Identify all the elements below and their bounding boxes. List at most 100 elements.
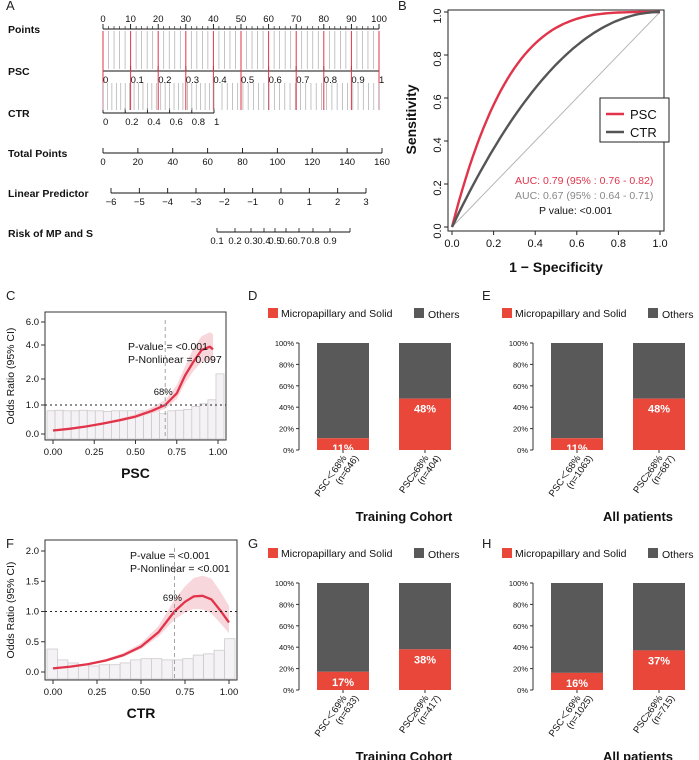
spline-histogram-bar [171,659,184,680]
panel-letter-b: B [398,0,407,13]
stacked-bar-value-label: 38% [414,654,436,666]
stacked-bar-others [399,343,451,399]
nomogram-label-psc: PSC [8,66,30,78]
nomogram-tick-label: 0.2 [228,236,241,247]
bar-panel-title-h: All patients [603,749,673,760]
nomogram-tick-label: 70 [291,14,302,25]
nomogram-tick-label: 0.9 [351,75,364,86]
roc-curve-ctr [450,10,661,228]
stacked-bar-value-label: 11% [332,443,354,455]
spline-y-tick-label: 0.5 [26,637,39,648]
roc-y-tick-label: 1.0 [432,8,444,23]
nomogram-tick-label: 0.9 [323,236,336,247]
bar-legend-swatch-others-d [414,308,424,318]
bar-y-tick-label: 80% [279,600,294,609]
roc-x-tick-label: 0.4 [528,238,543,250]
spline-p-value-f: P-value = <0.001 [130,550,210,562]
bar-y-tick-label: 0% [517,446,528,455]
spline-histogram-bar [54,409,64,440]
stacked-bar-others [633,583,685,651]
bar-legend-label-others-h: Others [662,549,694,561]
spline-histogram-bar [167,410,177,440]
spline-x-tick-label: 0.75 [168,447,187,458]
nomogram-tick-label: 0.2 [125,117,138,128]
nomogram-tick-label: 0.3 [186,75,199,86]
roc-x-tick-label: 0.6 [569,238,584,250]
bar-legend-swatch-mps-g [268,548,278,558]
nomogram-tick-label: 0.7 [296,75,309,86]
roc-auc-ctr-annotation: AUC: 0.67 (95% : 0.64 - 0.71) [515,190,653,202]
nomogram-tick-label: 2 [335,197,340,208]
nomogram-tick-label: 80 [319,14,330,25]
nomogram-tick-label: 30 [181,14,192,25]
spline-histogram-bar [119,410,128,440]
nomogram-tick-label: 0.4 [147,117,160,128]
spline-histogram-bar [46,648,58,680]
roc-p-value-annotation: P value: <0.001 [539,205,612,217]
spline-histogram-bar [151,658,163,680]
nomogram-tick-label: 50 [236,14,247,25]
bar-y-tick-label: 60% [513,622,528,631]
roc-x-tick-label: 0.0 [444,238,459,250]
bar-y-tick-label: 0% [283,446,294,455]
bar-legend-label-others-g: Others [428,549,460,561]
nomogram-label-ctr: CTR [8,108,30,120]
nomogram-tick-label: 0.7 [292,236,305,247]
stacked-bar-mps [317,671,369,690]
nomogram-tick-label: 1 [214,117,219,128]
nomogram-tick-label: −5 [134,197,145,208]
nomogram-tick-label: 60 [202,157,213,168]
nomogram-tick-label: 20 [133,157,144,168]
roc-y-tick-label: 0.6 [432,94,444,109]
nomogram-label-risk-of-mp-and-s: Risk of MP and S [8,228,93,240]
roc-legend-label-psc: PSC [630,107,657,122]
nomogram-tick-label: 0.8 [306,236,319,247]
spline-y-tick-label: 0.0 [26,667,39,678]
spline-x-tick-label: 0.00 [44,447,63,458]
nomogram-tick-label: −4 [162,197,173,208]
spline-cutoff-label-c: 68% [154,387,174,398]
spline-histogram-bar [119,662,131,680]
nomogram-tick-label: −3 [191,197,202,208]
nomogram-tick-label: 0.6 [279,236,292,247]
spline-histogram-bar [140,658,152,680]
spline-histogram-bar [62,410,72,440]
stacked-bar-others [633,343,685,399]
nomogram-tick-label: 0 [103,117,108,128]
spline-histogram-bar [215,373,225,440]
bar-legend-label-others-e: Others [662,309,694,321]
spline-confidence-band-f [53,575,229,669]
stacked-bar-mps [551,438,603,450]
nomogram-tick-label: 100 [371,14,387,25]
spline-histogram-bar [78,409,88,440]
spline-y-axis-label-f: Odds Ratio (95% CI) [5,562,17,659]
nomogram-tick-label: 40 [208,14,219,25]
bar-legend-swatch-mps-e [502,308,512,318]
spline-histogram-bar [77,664,90,680]
roc-legend-box [599,97,670,143]
spline-x-tick-label: 1.00 [220,687,239,698]
spline-y-tick-label: 6.0 [26,317,39,328]
spline-y-tick-label: 2.0 [26,374,39,385]
panel-letter-c: C [6,288,15,303]
spline-y-tick-label: 4.0 [26,340,39,351]
spline-histogram-bar [161,659,173,680]
bar-y-tick-label: 80% [279,360,294,369]
stacked-bar-mps [551,672,603,690]
stacked-bar-value-label: 48% [414,404,436,416]
stacked-bar-mps [399,398,451,450]
nomogram-tick-label: 0.8 [324,75,337,86]
nomogram-tick-label: 0.2 [158,75,171,86]
bar-y-tick-label: 100% [509,339,529,348]
nomogram-tick-label: 100 [269,157,285,168]
spline-histogram-bar [98,664,111,680]
stacked-bar-value-label: 17% [332,677,354,689]
stacked-bar-others [399,583,451,650]
bar-legend-swatch-mps-d [268,308,278,318]
spline-y-tick-label: 0.0 [26,429,39,440]
spline-histogram-bar [102,411,112,440]
spline-histogram-bar [191,406,201,440]
spline-x-axis-label-c: PSC [121,465,150,481]
bar-legend-label-mps-e: Micropapillary and Solid [515,308,627,320]
nomogram-tick-label: 90 [346,14,357,25]
